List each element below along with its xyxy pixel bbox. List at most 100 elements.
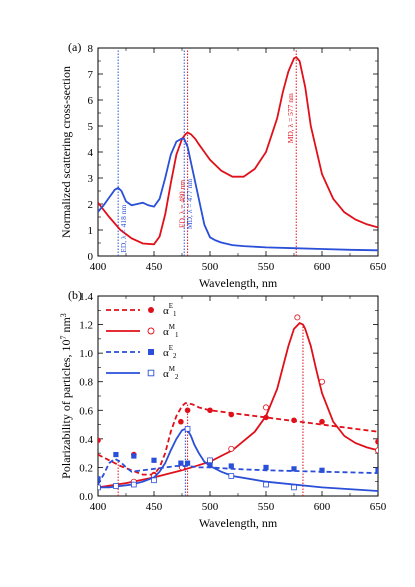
panel-b-marker-filled-square xyxy=(291,466,297,472)
panel-a-xtick-label: 550 xyxy=(258,261,275,273)
panel-b-ylabel-unit: nm xyxy=(59,317,73,336)
panel-b-marker-open-circle xyxy=(375,447,378,454)
panel-a-xtick-label: 600 xyxy=(314,261,331,273)
legend-base: α xyxy=(163,305,169,317)
panel-b-marker-open-circle xyxy=(318,378,325,385)
panel-a-vline-label: ED, λ = 418 nm xyxy=(119,205,128,253)
panel-a-ytick-label: 1 xyxy=(88,225,94,237)
panel-b-axes-frame xyxy=(97,295,379,497)
panel-a-ylabel-main: Normalized scattering cross-section xyxy=(59,66,73,238)
panel-b: 400 450 500 550 600 650 0.0 0.2 0.4 0.6 0.8 1.0 1.2 1… xyxy=(59,288,387,530)
panel-b-xtick-label: 500 xyxy=(202,501,219,513)
panel-b-legend-label: αM2 xyxy=(163,365,179,381)
legend-sub: 1 xyxy=(175,331,179,339)
panel-b-marker-open-square xyxy=(291,484,297,491)
panel-a-xtick-label: 450 xyxy=(146,261,163,273)
panel-b-marker-open-square xyxy=(113,483,119,489)
legend-sup: M xyxy=(169,365,176,373)
panel-b-marker-filled-circle xyxy=(375,438,378,445)
panel-b-marker-open-square xyxy=(228,473,235,479)
panel-a-ylabel: Normalized scattering cross-section xyxy=(59,66,73,238)
panel-b-ytick-label: 0.2 xyxy=(79,462,93,474)
panel-a-ytick-label: 2 xyxy=(88,199,94,211)
panel-b-xtick-label: 600 xyxy=(314,501,331,513)
panel-b-ytick-label: 0.8 xyxy=(79,377,93,389)
panel-b-legend-marker xyxy=(147,369,155,377)
panel-a-ytick-label: 5 xyxy=(88,121,94,133)
panel-b-marker-open-square xyxy=(151,477,157,484)
panel-b-legend-label: αE1 xyxy=(163,302,177,318)
panel-b-series-line xyxy=(98,402,378,476)
legend-sub: 2 xyxy=(173,352,177,360)
panel-b-xlabel: Wavelength, nm xyxy=(199,516,278,530)
panel-b-legend-marker xyxy=(148,307,154,313)
panel-b-ylabel: Polarizability of particles, 107 nm3 xyxy=(59,313,73,479)
panel-a-ytick-label: 4 xyxy=(88,147,94,159)
panel-b-marker-filled-square xyxy=(207,461,213,468)
panel-b-marker-open-square xyxy=(131,481,137,488)
panel-a-ytick-label: 8 xyxy=(88,43,94,55)
panel-b-marker-filled-square xyxy=(151,457,157,463)
panel-b-marker-filled-circle xyxy=(291,417,297,424)
legend-base: α xyxy=(163,326,169,338)
panel-b-ytick-label: 0.4 xyxy=(79,434,93,446)
panel-a-panel-label: (a) xyxy=(68,40,81,54)
legend-sub: 2 xyxy=(175,373,179,381)
panel-b-series-line xyxy=(98,457,378,486)
panel-a: 400 450 500 550 600 650 0 1 2 3 4 5 6 7 8 Wavelength, n… xyxy=(59,40,387,290)
legend-sub: 1 xyxy=(173,310,177,318)
panel-b-marker-open-circle xyxy=(262,404,269,411)
panel-b-marker-filled-square xyxy=(185,460,191,466)
panel-b-marker-filled-square xyxy=(319,467,325,473)
panel-a-ytick-label: 0 xyxy=(88,251,94,263)
panel-a-ytick-label: 6 xyxy=(88,95,94,107)
legend-sup: E xyxy=(169,344,173,352)
panel-b-marker-filled-square xyxy=(263,464,269,471)
panel-b-ylabel-sup: 7 xyxy=(59,336,68,340)
panel-b-plot-area xyxy=(98,314,378,496)
panel-b-marker-filled-circle xyxy=(228,411,235,418)
panel-b-ytick-label: 0.0 xyxy=(79,491,93,503)
legend-sup: E xyxy=(169,302,173,310)
panel-b-marker-filled-square xyxy=(228,463,234,469)
panel-b-marker-open-square xyxy=(98,484,101,491)
panel-a-ytick-label: 3 xyxy=(88,173,94,185)
panel-a-xlabel: Wavelength, nm xyxy=(199,276,278,290)
panel-b-series-line xyxy=(98,427,378,492)
panel-b-ytick-label: 1.2 xyxy=(79,320,93,332)
panel-b-marker-open-circle xyxy=(294,314,301,321)
panel-b-xtick-label: 650 xyxy=(370,501,387,513)
panel-b-legend-marker xyxy=(148,349,154,355)
legend-base: α xyxy=(163,347,169,359)
panel-b-marker-filled-circle xyxy=(184,407,191,414)
legend-sup: M xyxy=(169,323,176,331)
panel-b-marker-filled-square xyxy=(375,467,378,473)
panel-b-marker-filled-square xyxy=(113,451,119,458)
panel-b-marker-filled-circle xyxy=(178,418,184,425)
panel-b-legend-label: αM1 xyxy=(163,323,179,339)
panel-a-xtick-label: 500 xyxy=(202,261,219,273)
panel-b-ytick-label: 1.4 xyxy=(79,291,93,303)
panel-b-marker-filled-circle xyxy=(207,407,213,414)
panel-b-marker-open-square xyxy=(184,426,191,432)
panel-b-xtick-label: 400 xyxy=(90,501,107,513)
panel-b-marker-filled-square xyxy=(98,476,101,482)
panel-b-marker-filled-square xyxy=(131,453,137,459)
panel-b-ytick-label: 1.0 xyxy=(79,348,93,360)
panel-a-axes-frame xyxy=(97,47,379,257)
panel-b-ylabel-unit-sup: 3 xyxy=(59,313,68,317)
panel-b-xtick-label: 450 xyxy=(146,501,163,513)
panel-b-marker-open-circle xyxy=(228,445,235,452)
panel-a-vline-label: ED, λ = 480 nm xyxy=(178,180,187,228)
panel-a-ytick-label: 7 xyxy=(88,69,94,81)
panel-b-ytick-label: 0.6 xyxy=(79,405,93,417)
panel-b-marker-open-square xyxy=(207,457,213,464)
panel-a-xtick-label: 650 xyxy=(370,261,387,273)
panel-a-series-line xyxy=(98,137,378,252)
panel-a-vline-label: MD, λ = 477 nm xyxy=(185,179,194,229)
panel-b-ylabel-main: Polarizability of particles, 10 xyxy=(59,340,73,479)
panel-a-plot-area xyxy=(98,50,378,256)
panel-b-marker-open-square xyxy=(263,481,269,488)
